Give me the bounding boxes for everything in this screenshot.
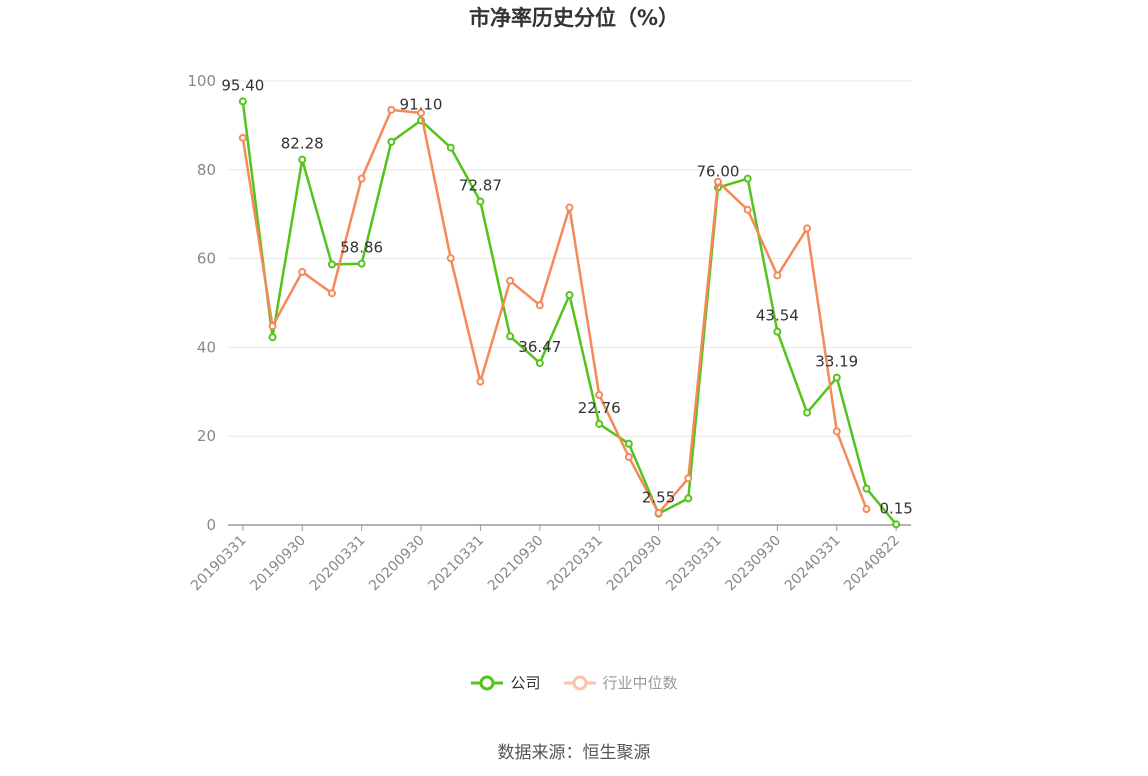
data-point-industry [268,322,277,331]
legend-industry-icon [563,675,596,690]
x-tick-label: 20240331 [782,533,844,595]
data-point-industry [832,427,841,436]
x-tick-label: 20210930 [485,533,547,595]
data-point-industry [357,174,366,183]
source-note: 数据来源：恒生聚源 [497,743,651,763]
legend-item-industry[interactable]: 行业中位数 [563,672,678,693]
data-point-industry [862,505,871,514]
chart-title: 市净率历史分位（%） [468,6,680,30]
data-label: 72.87 [459,176,502,194]
data-label: 58.86 [340,239,383,257]
data-point-company [298,155,307,164]
data-labels: 95.40 82.28 58.86 91.10 72.87 36.47 22.76 2.55 7… [221,76,912,517]
x-tick-label: 20210331 [426,533,488,595]
y-tick-label: 80 [197,161,216,179]
data-point-industry [803,224,812,233]
data-point-company [357,259,366,268]
legend: 公司 行业中位数 [0,672,1148,693]
data-label: 91.10 [400,96,443,114]
data-point-company [387,137,396,146]
legend-item-company[interactable]: 公司 [470,672,541,693]
data-point-company [535,359,544,368]
data-point-company [565,291,574,300]
data-point-company [327,260,336,269]
data-point-industry [327,289,336,298]
legend-company-icon [471,675,504,690]
data-point-company [446,143,455,152]
data-point-company [506,332,515,341]
data-label: 76.00 [697,163,740,181]
data-point-company [862,484,871,493]
y-tick-label: 40 [197,338,216,356]
x-tick-label: 20230331 [663,533,725,595]
x-tick-label: 20240822 [841,533,903,595]
data-point-industry [565,203,574,212]
data-point-company [268,333,277,342]
x-tick-label: 20200930 [366,533,428,595]
data-point-industry [684,474,693,483]
x-tick-label: 20230930 [722,533,784,595]
data-point-industry [624,453,633,462]
data-point-company [803,408,812,417]
data-point-company [773,327,782,336]
data-point-industry [654,509,663,518]
data-label: 22.76 [578,399,621,417]
series [238,97,901,529]
data-point-company [238,97,247,106]
y-tick-label: 60 [197,250,216,268]
data-point-industry [298,267,307,276]
data-point-industry [417,108,426,117]
data-label: 33.19 [815,353,858,371]
y-tick-label: 20 [197,427,216,445]
legend-industry-label: 行业中位数 [602,674,678,692]
data-point-company [743,174,752,183]
data-point-industry [387,105,396,114]
x-tick-label: 20220331 [544,533,606,595]
data-point-company [684,494,693,503]
data-point-company [595,419,604,428]
data-point-industry [743,205,752,214]
data-point-industry [506,276,515,285]
data-point-industry [446,254,455,263]
data-label: 36.47 [518,338,561,356]
data-point-company [476,197,485,206]
legend-company-label: 公司 [510,674,541,692]
data-point-industry [476,377,485,386]
y-tick-label: 0 [206,516,216,534]
x-tick-label: 20220930 [604,533,666,595]
data-point-industry [595,390,604,399]
data-label: 2.55 [642,489,675,507]
data-label: 43.54 [756,307,799,325]
data-point-company [892,520,901,529]
x-tick-label: 20190331 [188,533,250,595]
data-point-industry [238,133,247,142]
series-line-industry [241,108,868,515]
x-tick-label: 20190930 [247,533,309,595]
data-point-company [624,439,633,448]
data-label: 95.40 [221,76,264,94]
data-point-industry [773,271,782,280]
data-label: 0.15 [879,499,912,517]
y-tick-label: 100 [187,72,216,90]
data-point-industry [713,177,722,186]
x-tick-label: 20200331 [307,533,369,595]
data-point-company [832,373,841,382]
data-point-industry [535,301,544,310]
data-label: 82.28 [281,135,324,153]
